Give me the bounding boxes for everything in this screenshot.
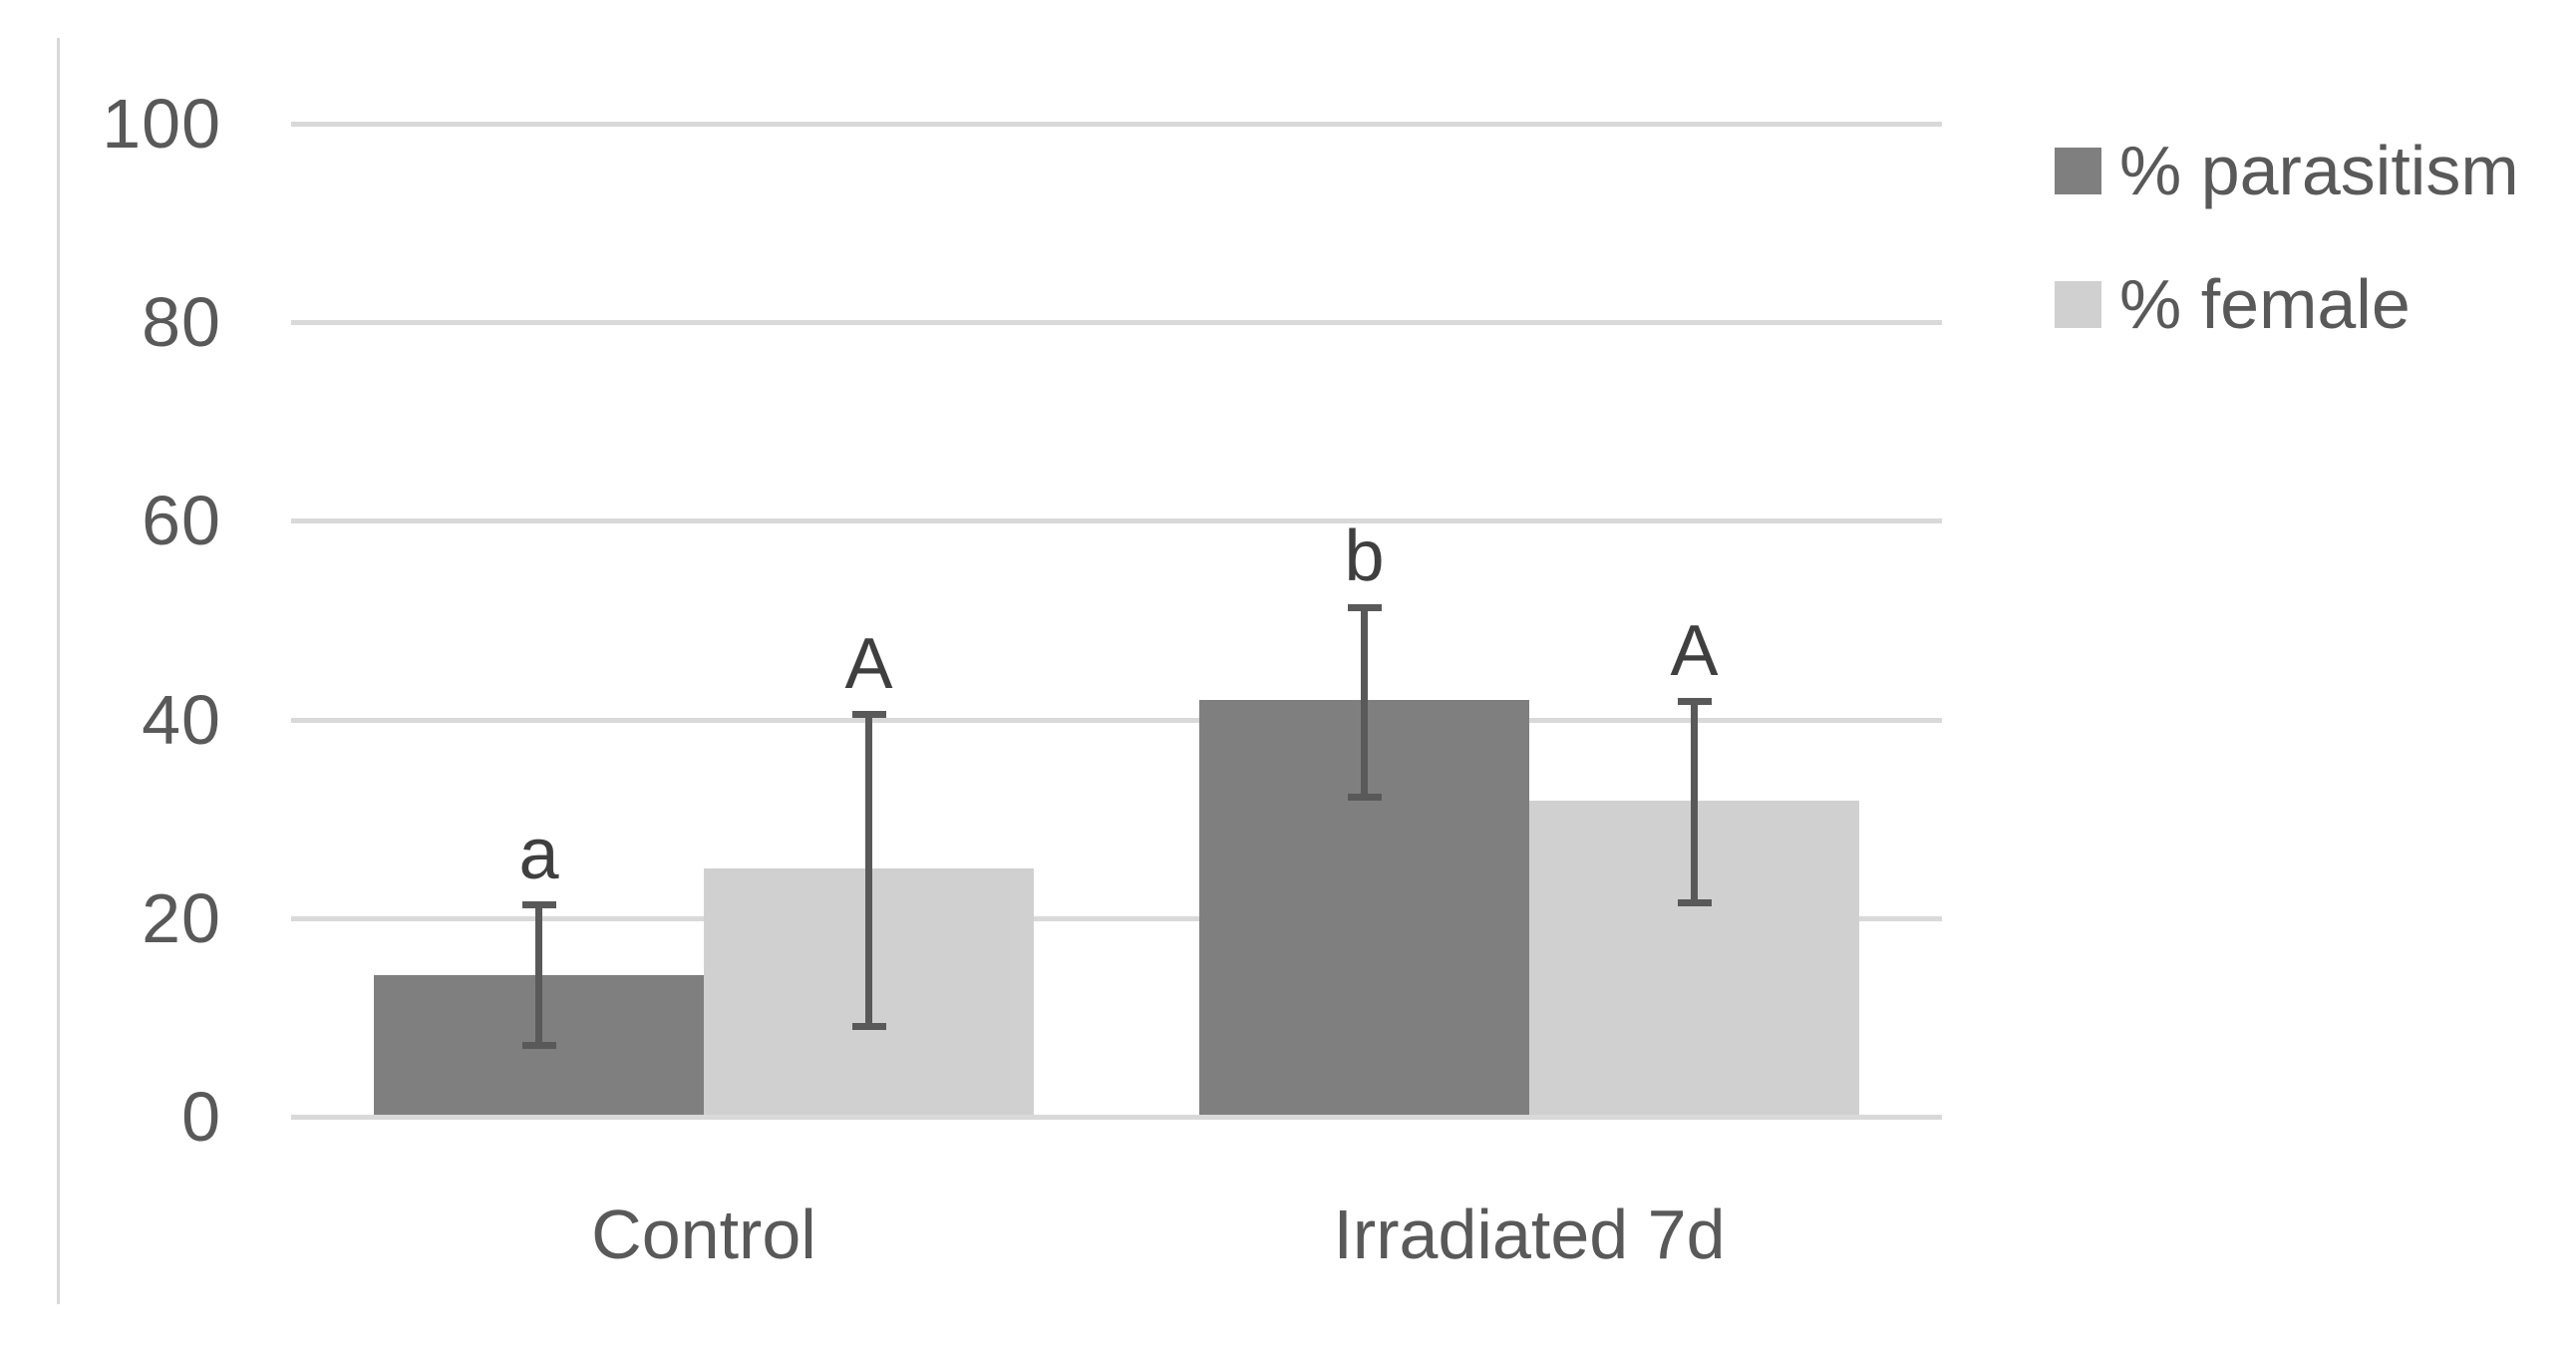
error-bar-top-cap xyxy=(851,711,886,719)
error-bar-top-cap xyxy=(1677,698,1712,706)
gridline-y-100 xyxy=(291,122,1942,127)
error-bar-bottom-cap xyxy=(1347,793,1382,801)
significance-letter-a: a xyxy=(518,814,559,894)
y-axis-tick-label-60: 60 xyxy=(142,482,221,560)
error-bar-line xyxy=(865,714,872,1027)
legend-label-parasitism: % parasitism xyxy=(2119,132,2519,209)
error-bar-top-cap xyxy=(1347,603,1382,611)
gridline-y-60 xyxy=(291,518,1942,524)
legend-swatch-parasitism-icon xyxy=(2055,147,2101,194)
y-axis-tick-label-80: 80 xyxy=(142,283,221,362)
error-bar-line xyxy=(1691,701,1698,903)
significance-letter-A: A xyxy=(844,623,893,704)
legend-label-female: % female xyxy=(2119,265,2411,343)
error-bar-line xyxy=(1361,607,1368,798)
legend: % parasitism % female xyxy=(2055,134,2519,341)
gridline-y-20 xyxy=(291,915,1942,921)
error-bar-bottom-cap xyxy=(521,1041,556,1049)
significance-letter-b: b xyxy=(1344,516,1385,597)
error-bar-line xyxy=(535,904,542,1046)
y-axis-tick-label-40: 40 xyxy=(142,680,221,759)
legend-item-parasitism: % parasitism xyxy=(2055,134,2519,207)
chart-left-border-line xyxy=(57,38,60,1304)
y-axis-tick-label-100: 100 xyxy=(102,85,221,163)
gridline-y-40 xyxy=(291,717,1942,723)
x-axis-category-label-control: Control xyxy=(591,1195,816,1273)
error-bar-bottom-cap xyxy=(1677,899,1712,907)
significance-letter-A: A xyxy=(1670,610,1719,691)
gridline-y-80 xyxy=(291,320,1942,326)
legend-item-female: % female xyxy=(2055,267,2519,341)
y-axis-tick-label-20: 20 xyxy=(142,878,221,957)
gridline-y-0 xyxy=(291,1115,1942,1120)
error-bar-bottom-cap xyxy=(851,1022,886,1030)
legend-swatch-female-icon xyxy=(2055,280,2101,328)
error-bar-top-cap xyxy=(521,901,556,909)
y-axis-tick-label-0: 0 xyxy=(181,1078,221,1156)
x-axis-category-label-irradiated-7d: Irradiated 7d xyxy=(1333,1195,1726,1273)
